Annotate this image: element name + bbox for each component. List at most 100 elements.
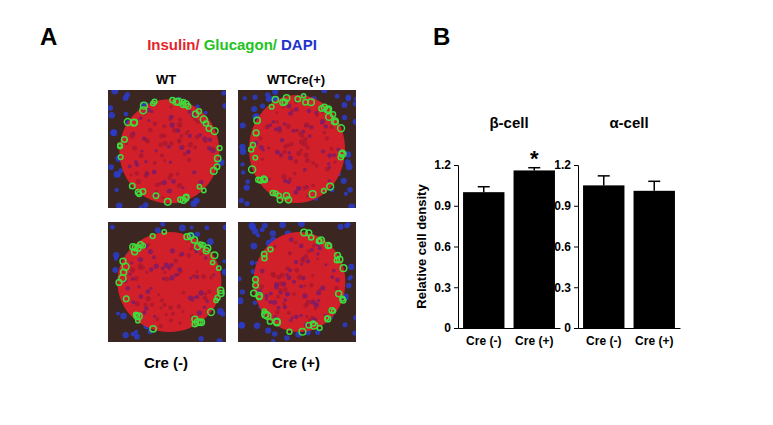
nucleus (169, 318, 173, 322)
alpha-cell (183, 195, 189, 201)
nucleus (324, 124, 328, 128)
alpha-cell (309, 235, 314, 240)
alpha-cell (134, 312, 139, 317)
x-tick: Cre (-) (466, 328, 501, 348)
nucleus (306, 249, 310, 253)
alpha-cell (118, 155, 123, 160)
nucleus (110, 130, 116, 136)
alpha-cell (262, 177, 268, 183)
nucleus (294, 190, 299, 195)
alpha-cell (140, 107, 147, 114)
nucleus (113, 252, 119, 258)
nucleus (240, 148, 247, 155)
nucleus (128, 273, 131, 276)
nucleus (125, 286, 130, 291)
nucleus (294, 107, 299, 112)
alpha-cell (150, 326, 156, 332)
alpha-cell (164, 199, 171, 206)
nucleus (164, 277, 169, 282)
nucleus (276, 295, 280, 299)
nucleus (332, 153, 336, 157)
nucleus (270, 230, 276, 236)
nucleus (222, 103, 226, 109)
alpha-cell (214, 298, 218, 302)
nucleus (203, 296, 208, 301)
nucleus (294, 159, 299, 164)
nucleus (328, 166, 331, 169)
y-tick: 0.6 (434, 240, 458, 254)
nucleus (146, 296, 151, 301)
nucleus (181, 310, 184, 313)
nucleus (280, 138, 285, 143)
alpha-cell (299, 328, 306, 335)
nucleus (111, 90, 118, 95)
nucleus (306, 195, 309, 198)
nucleus (186, 150, 190, 154)
alpha-cell (195, 244, 201, 250)
nucleus (144, 306, 149, 311)
nucleus (130, 267, 135, 272)
alpha-cell (183, 101, 189, 107)
nucleus (245, 179, 250, 184)
nucleus (177, 267, 182, 272)
y-tick-label: 1.2 (434, 158, 451, 172)
bar (583, 185, 624, 328)
nucleus (143, 202, 149, 208)
nucleus (269, 123, 272, 126)
nucleus (277, 126, 282, 131)
alpha-cell (262, 312, 269, 319)
y-axis-line (574, 166, 579, 329)
nucleus (308, 134, 312, 138)
nucleus (158, 143, 162, 147)
nucleus (353, 315, 356, 321)
nucleus (179, 145, 184, 150)
y-tick-label: 0.9 (434, 199, 451, 213)
nucleus (260, 103, 265, 108)
alpha-cell (256, 177, 261, 182)
nucleus (316, 257, 319, 260)
alpha-cell (249, 166, 256, 173)
alpha-cell (122, 137, 128, 143)
nucleus (314, 164, 318, 168)
nucleus (207, 146, 212, 151)
nucleus (240, 123, 246, 129)
nucleus (283, 305, 287, 309)
nucleus (154, 264, 159, 269)
nucleus (301, 276, 306, 281)
alpha-cell (256, 292, 262, 298)
alpha-cell (197, 185, 201, 189)
nucleus (155, 317, 159, 321)
nucleus (174, 273, 178, 277)
alpha-cell (302, 94, 306, 98)
islet (117, 232, 221, 332)
alpha-cell (317, 238, 322, 243)
nucleus (173, 259, 178, 264)
nucleus (172, 128, 177, 133)
y-tick: 0.3 (554, 281, 578, 295)
nucleus (148, 249, 153, 254)
nucleus (155, 227, 161, 233)
nucleus (142, 310, 146, 314)
nucleus (288, 151, 291, 154)
alpha-cell (191, 237, 197, 243)
y-tick-mark (574, 287, 578, 288)
nucleus (160, 153, 164, 157)
alpha-cell (269, 104, 274, 109)
nucleus (303, 168, 307, 172)
nucleus (135, 163, 139, 167)
nucleus (160, 298, 164, 302)
islet (253, 232, 345, 332)
alpha-cell (151, 101, 156, 106)
alpha-cell (194, 319, 201, 326)
nucleus (258, 136, 262, 140)
alpha-cell (316, 239, 321, 244)
nucleus (312, 184, 316, 188)
nucleus (354, 97, 356, 101)
nucleus (136, 179, 141, 184)
nucleus (149, 287, 152, 290)
nucleus (207, 289, 211, 293)
nucleus (289, 319, 293, 323)
y-axis-title: Relative cell density (414, 184, 429, 309)
nucleus (108, 105, 113, 111)
nucleus (188, 134, 192, 138)
